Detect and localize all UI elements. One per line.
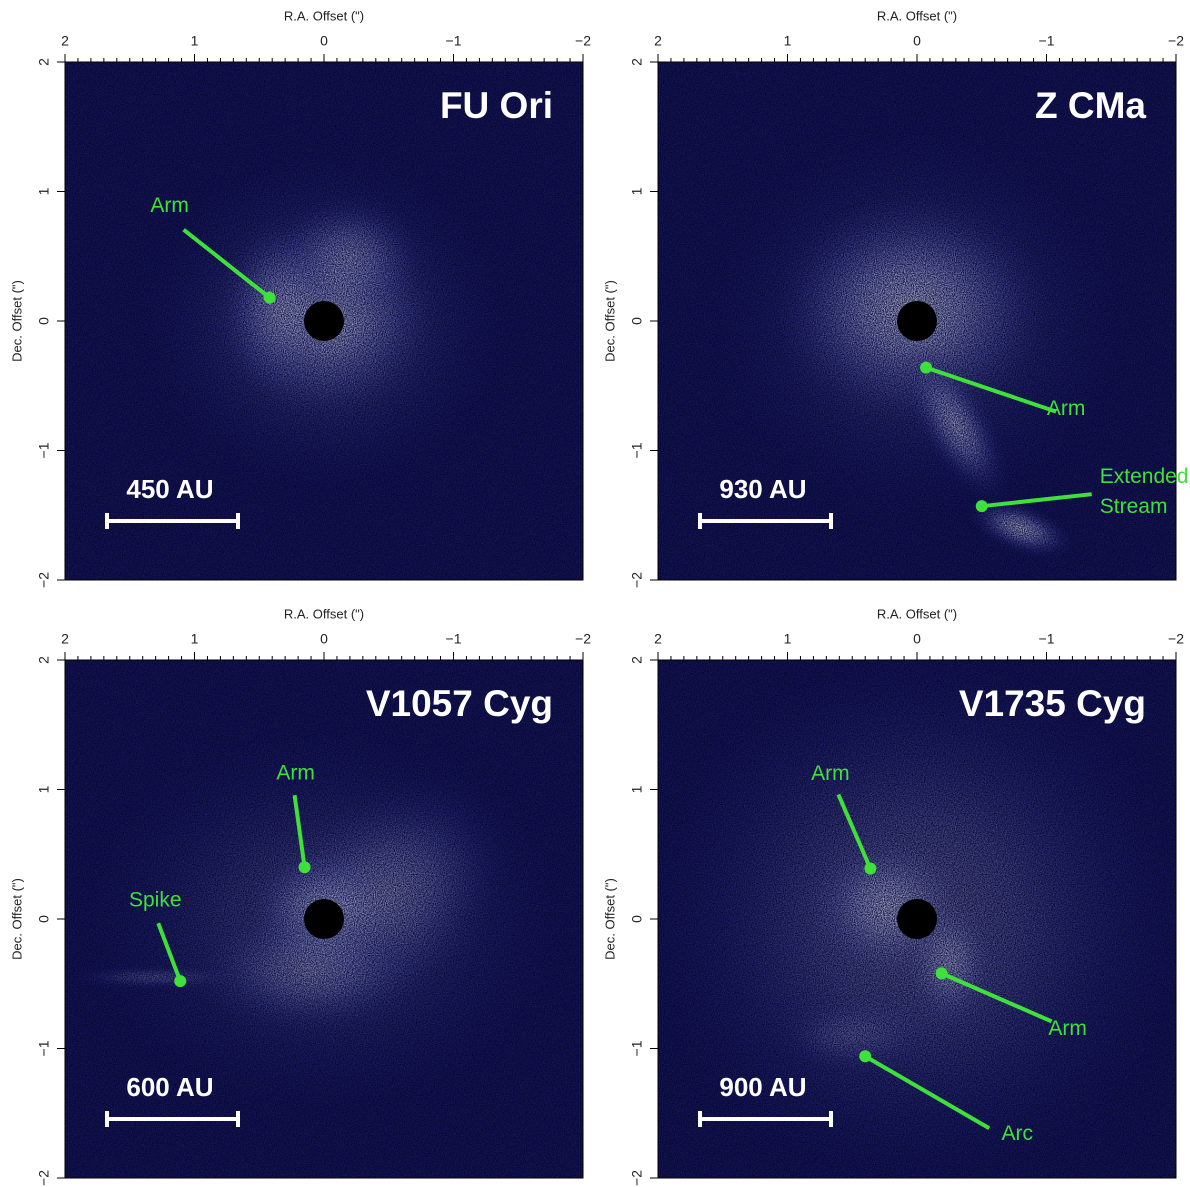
x-tick-label: 0 xyxy=(320,33,328,49)
annotation-point xyxy=(264,292,276,304)
annotation-point xyxy=(920,362,932,374)
x-tick-label: 2 xyxy=(61,631,69,647)
x-tick-label: 2 xyxy=(654,631,662,647)
y-tick-label: 1 xyxy=(629,785,645,793)
annotation-label: Spike xyxy=(129,889,182,912)
annotation-label: Arm xyxy=(276,762,315,785)
scale-bar-label: 900 AU xyxy=(719,1072,806,1102)
y-tick-label: 2 xyxy=(36,58,52,66)
y-tick-label: 2 xyxy=(36,656,52,664)
annotation-line-text: Stream xyxy=(1100,495,1168,518)
annotation-point xyxy=(299,861,311,873)
panel-title: Z CMa xyxy=(1035,85,1146,126)
x-axis-label: R.A. Offset (") xyxy=(877,606,957,621)
panel-title: V1057 Cyg xyxy=(366,683,553,724)
y-tick-label: −1 xyxy=(36,442,52,458)
y-tick-label: −1 xyxy=(629,1040,645,1056)
y-tick-label: −2 xyxy=(36,1170,52,1186)
y-tick-label: 1 xyxy=(36,187,52,195)
panel-title: V1735 Cyg xyxy=(959,683,1146,724)
y-tick-label: 0 xyxy=(36,317,52,325)
y-axis-label: Dec. Offset (") xyxy=(9,878,24,960)
annotation-label: Arm xyxy=(1048,1017,1087,1040)
x-tick-label: 0 xyxy=(913,631,921,647)
x-tick-label: −1 xyxy=(446,631,462,647)
y-tick-label: −2 xyxy=(36,572,52,588)
x-tick-label: 1 xyxy=(191,631,199,647)
y-tick-label: 1 xyxy=(36,785,52,793)
x-tick-label: 1 xyxy=(784,33,792,49)
x-tick-label: 1 xyxy=(191,33,199,49)
panel-title: FU Ori xyxy=(440,85,553,126)
y-tick-label: −1 xyxy=(36,1040,52,1056)
annotation-point xyxy=(864,862,876,874)
panel: 2 1 0 −1 −2 −2 −1 0 1 2 R.A. Offset (") Dec. Offset… xyxy=(602,606,1190,1187)
y-tick-label: 0 xyxy=(629,317,645,325)
y-tick-label: −2 xyxy=(629,572,645,588)
y-tick-label: 2 xyxy=(629,656,645,664)
annotation-point xyxy=(174,975,186,987)
x-axis-label: R.A. Offset (") xyxy=(284,8,364,23)
scale-bar-label: 600 AU xyxy=(126,1072,213,1102)
scale-bar-label: 450 AU xyxy=(126,474,213,504)
annotation-label: Arm xyxy=(150,194,189,217)
coronagraph-mask xyxy=(304,899,344,939)
y-tick-label: −2 xyxy=(629,1170,645,1186)
y-tick-label: 0 xyxy=(36,915,52,923)
x-tick-label: 0 xyxy=(320,631,328,647)
annotation-point xyxy=(859,1050,871,1062)
x-tick-label: 1 xyxy=(784,631,792,647)
figure: 2 1 0 −1 −2 −2 −1 0 1 2 R.A. Offset (") Dec. Offset… xyxy=(0,0,1190,1187)
annotation-point xyxy=(936,967,948,979)
x-tick-label: −1 xyxy=(446,33,462,49)
y-tick-label: 0 xyxy=(629,915,645,923)
x-tick-label: −2 xyxy=(1168,631,1184,647)
annotation-label: Arm xyxy=(811,762,850,785)
y-tick-label: 2 xyxy=(629,58,645,66)
annotation-label: Arc xyxy=(1001,1122,1033,1145)
x-tick-label: −2 xyxy=(575,631,591,647)
y-axis-label: Dec. Offset (") xyxy=(602,280,617,362)
x-axis-label: R.A. Offset (") xyxy=(284,606,364,621)
annotation-label: Arm xyxy=(1047,397,1086,420)
x-tick-label: −2 xyxy=(1168,33,1184,49)
annotation-line-text: Extended xyxy=(1100,465,1189,488)
x-axis-label: R.A. Offset (") xyxy=(877,8,957,23)
panel: 2 1 0 −1 −2 −2 −1 0 1 2 R.A. Offset (") Dec. Offset… xyxy=(9,8,591,588)
x-tick-label: 0 xyxy=(913,33,921,49)
y-tick-label: 1 xyxy=(629,187,645,195)
scale-bar-label: 930 AU xyxy=(719,474,806,504)
panel: 2 1 0 −1 −2 −2 −1 0 1 2 R.A. Offset (") Dec. Offset… xyxy=(9,606,591,1186)
y-tick-label: −1 xyxy=(629,442,645,458)
y-axis-label: Dec. Offset (") xyxy=(602,878,617,960)
x-tick-label: −1 xyxy=(1039,33,1055,49)
coronagraph-mask xyxy=(897,899,937,939)
x-tick-label: 2 xyxy=(654,33,662,49)
annotation-point xyxy=(976,500,988,512)
x-tick-label: 2 xyxy=(61,33,69,49)
coronagraph-mask xyxy=(304,301,344,341)
x-tick-label: −1 xyxy=(1039,631,1055,647)
panel: 2 1 0 −1 −2 −2 −1 0 1 2 R.A. Offset (") Dec. Offset… xyxy=(602,8,1188,588)
y-axis-label: Dec. Offset (") xyxy=(9,280,24,362)
coronagraph-mask xyxy=(897,301,937,341)
x-tick-label: −2 xyxy=(575,33,591,49)
